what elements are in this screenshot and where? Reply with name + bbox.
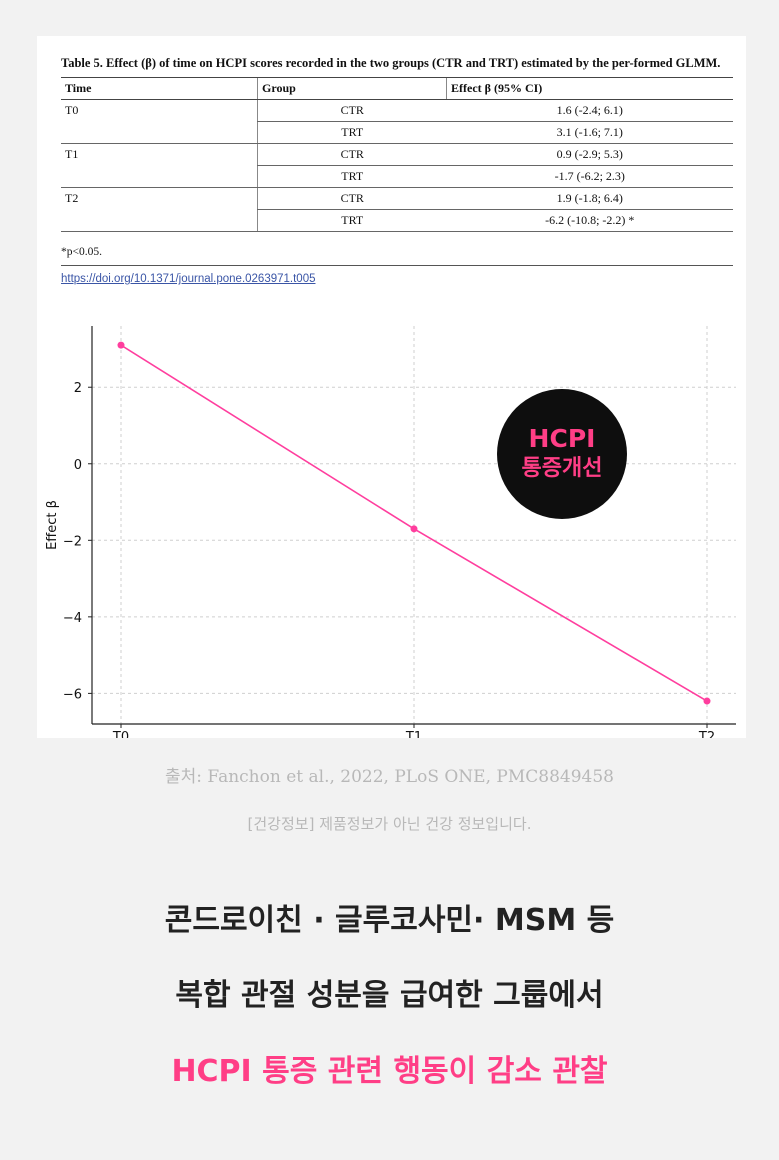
y-axis-label: Effect β: [45, 500, 60, 550]
cell-time: [61, 209, 258, 232]
cell-time: [61, 121, 258, 144]
effect-line-chart: 20−2−4−6T0T1T2TimeEffect β: [45, 326, 736, 738]
cell-effect: 1.6 (-2.4; 6.1): [446, 99, 733, 122]
table-row: T1 CTR 0.9 (-2.9; 5.3): [61, 143, 733, 166]
y-tick-label: 2: [74, 381, 82, 396]
badge-line1: HCPI: [528, 424, 596, 453]
cell-effect: 3.1 (-1.6; 7.1): [446, 121, 733, 144]
x-tick-label: T2: [698, 730, 715, 738]
cell-effect: 1.9 (-1.8; 6.4): [446, 187, 733, 210]
cell-time: [61, 165, 258, 188]
cell-group: CTR: [257, 143, 447, 166]
cell-group: TRT: [257, 165, 447, 188]
cell-time: T2: [65, 191, 79, 206]
y-tick-label: 0: [74, 458, 82, 473]
header-time: Time: [61, 77, 258, 100]
cell-effect: -6.2 (-10.8; -2.2) *: [446, 209, 733, 232]
y-tick-label: −4: [63, 611, 82, 626]
headline-line2: 복합 관절 성분을 급여한 그룹에서: [175, 978, 604, 1013]
header-group: Group: [257, 77, 447, 100]
cell-group: CTR: [257, 187, 447, 210]
health-info-note: [건강정보] 제품정보가 아닌 건강 정보입니다.: [247, 815, 532, 833]
source-citation: 출처: Fanchon et al., 2022, PLoS ONE, PMC8…: [165, 767, 614, 787]
figure-card: Table 5. Effect (β) of time on HCPI scor…: [37, 36, 746, 738]
table-row: TRT -1.7 (-6.2; 2.3): [61, 165, 733, 188]
table-caption: Table 5. Effect (β) of time on HCPI scor…: [61, 56, 721, 70]
y-tick-label: −2: [63, 534, 82, 549]
table-header-row: Time Group Effect β (95% CI): [61, 77, 733, 100]
table-row: TRT 3.1 (-1.6; 7.1): [61, 121, 733, 144]
cell-effect: -1.7 (-6.2; 2.3): [446, 165, 733, 188]
headline-line3: HCPI 통증 관련 행동이 감소 관찰: [171, 1054, 608, 1089]
table-footnote: *p<0.05.: [61, 246, 733, 266]
doi-link[interactable]: https://doi.org/10.1371/journal.pone.026…: [61, 273, 316, 285]
header-effect: Effect β (95% CI): [446, 77, 733, 100]
cell-group: CTR: [257, 99, 447, 122]
x-tick-label: T0: [112, 730, 129, 738]
cell-effect: 0.9 (-2.9; 5.3): [446, 143, 733, 166]
table-row: TRT -6.2 (-10.8; -2.2) *: [61, 209, 733, 232]
data-point: [703, 697, 711, 705]
data-point: [117, 341, 125, 349]
results-table-block: Table 5. Effect (β) of time on HCPI scor…: [61, 56, 733, 285]
table-row: T0 CTR 1.6 (-2.4; 6.1): [61, 99, 733, 122]
hcpi-badge: HCPI 통증개선: [497, 389, 627, 519]
cell-group: TRT: [257, 121, 447, 144]
x-tick-label: T1: [405, 730, 422, 738]
cell-group: TRT: [257, 209, 447, 232]
table-row: T2 CTR 1.9 (-1.8; 6.4): [61, 187, 733, 210]
effect-table: Time Group Effect β (95% CI) T0 CTR 1.6 …: [61, 77, 733, 232]
headline-line1: 콘드로이친 · 글루코사민· MSM 등: [164, 903, 615, 938]
badge-line2: 통증개선: [521, 456, 603, 481]
y-tick-label: −6: [63, 687, 82, 702]
cell-time: T0: [65, 103, 79, 118]
cell-time: T1: [65, 147, 79, 162]
data-point: [410, 525, 418, 533]
